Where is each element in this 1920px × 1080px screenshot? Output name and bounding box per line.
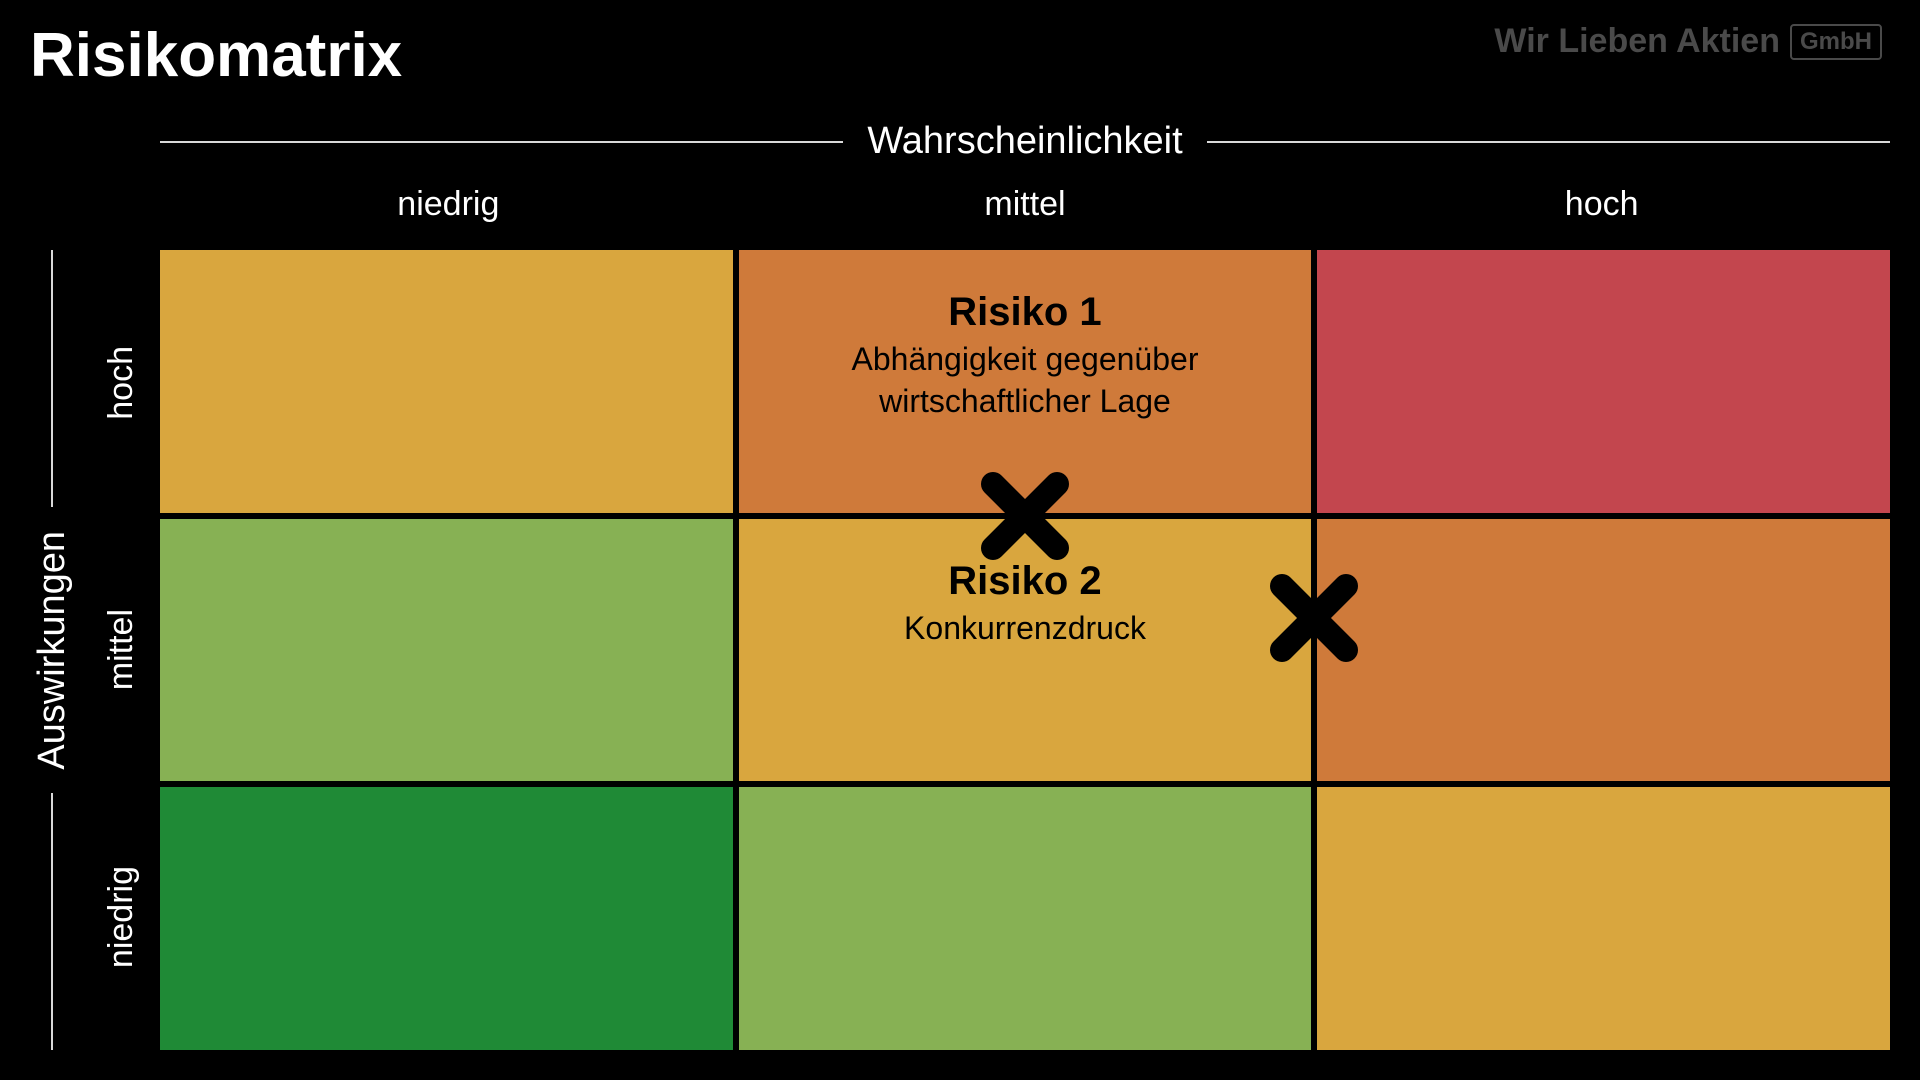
risk2-title: Risiko 2 (948, 559, 1101, 604)
risk-matrix-grid: Risiko 1Abhängigkeit gegenüber wirtschaf… (160, 250, 1890, 1050)
y-axis-line-bottom (51, 793, 53, 1050)
x-cat-1: mittel (737, 185, 1314, 224)
y-cat-1: mittel (102, 609, 141, 690)
brand-block: Wir Lieben Aktien GmbH (1494, 22, 1882, 61)
risk-matrix-slide: Risikomatrix Wir Lieben Aktien GmbH Wahr… (0, 0, 1920, 1080)
x-axis-label: Wahrscheinlichkeit (867, 120, 1182, 163)
risk1-title: Risiko 1 (948, 290, 1101, 335)
y-axis-header: Auswirkungen (30, 250, 74, 1050)
matrix-cell-1-0 (160, 519, 733, 782)
matrix-cell-0-1: Risiko 1Abhängigkeit gegenüber wirtschaf… (739, 250, 1312, 513)
x-cat-2: hoch (1313, 185, 1890, 224)
matrix-cell-2-0 (160, 787, 733, 1050)
x-axis-line-right (1207, 141, 1890, 143)
y-axis-categories: hoch mittel niedrig (86, 250, 156, 1050)
risk2-description: Konkurrenzdruck (904, 608, 1146, 650)
risk1-description: Abhängigkeit gegenüber wirtschaftlicher … (767, 339, 1282, 422)
x-cat-0: niedrig (160, 185, 737, 224)
matrix-cell-0-2 (1317, 250, 1890, 513)
brand-name: Wir Lieben Aktien (1494, 22, 1780, 61)
y-cat-2: niedrig (102, 866, 141, 968)
matrix-cell-2-1 (739, 787, 1312, 1050)
matrix-cell-0-0 (160, 250, 733, 513)
brand-badge: GmbH (1790, 24, 1882, 60)
matrix-cell-2-2 (1317, 787, 1890, 1050)
y-cat-0: hoch (102, 346, 141, 420)
x-axis-categories: niedrig mittel hoch (160, 185, 1890, 224)
matrix-cell-1-2 (1317, 519, 1890, 782)
x-axis-header: Wahrscheinlichkeit (160, 120, 1890, 163)
x-axis-line-left (160, 141, 843, 143)
matrix-cell-1-1: Risiko 2Konkurrenzdruck (739, 519, 1312, 782)
y-axis-line-top (51, 250, 53, 507)
y-axis-label: Auswirkungen (31, 531, 74, 770)
